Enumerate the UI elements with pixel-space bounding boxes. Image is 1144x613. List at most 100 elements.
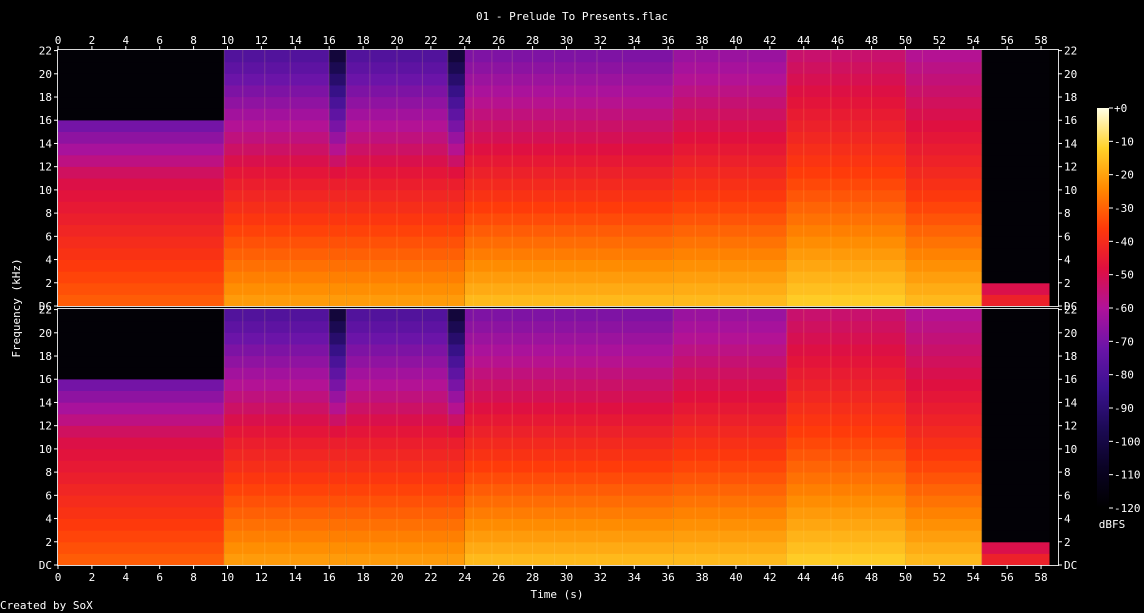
- spectrogram-cell: [673, 201, 787, 214]
- spectrogram-cell: [346, 553, 448, 566]
- spectrogram-cell: [464, 201, 674, 214]
- spectrogram-cell: [981, 332, 1050, 345]
- spectrogram-cell: [786, 483, 906, 496]
- spectrogram-cell: [786, 471, 906, 485]
- spectrogram-cell: [786, 166, 906, 179]
- y-tick-label: 8: [1064, 466, 1071, 479]
- spectrogram-cell: [981, 506, 1050, 519]
- y-tick-label: 8: [45, 466, 52, 479]
- spectrogram-cell: [464, 448, 674, 461]
- spectrogram-cell: [447, 390, 465, 403]
- x-tick-label: 16: [323, 34, 336, 47]
- spectrogram-cell: [464, 309, 674, 322]
- y-tick-label: 2: [45, 536, 52, 549]
- x-tick-label: 46: [831, 34, 844, 47]
- spectrogram-cell: [224, 119, 330, 132]
- spectrogram-cell: [905, 189, 982, 202]
- spectrogram-cell: [673, 294, 787, 307]
- spectrogram-cell: [58, 84, 225, 98]
- spectrogram-cell: [673, 413, 787, 426]
- spectrogram-cell: [224, 530, 330, 543]
- x-tick-label: 40: [729, 571, 742, 584]
- spectrogram-cell: [447, 332, 465, 345]
- y-tick-label: 22: [1064, 304, 1077, 317]
- spectrogram-cell: [224, 131, 330, 144]
- spectrogram-cell: [58, 541, 225, 554]
- spectrogram-cell: [981, 84, 1050, 98]
- y-tick-label: 16: [39, 373, 52, 386]
- spectrogram-cell: [905, 448, 982, 461]
- y-tick-label: 8: [45, 207, 52, 220]
- y-tick-label: 20: [39, 327, 52, 340]
- y-tick-label: 14: [1064, 137, 1078, 150]
- spectrogram-cell: [673, 73, 787, 86]
- spectrogram-cell: [905, 471, 982, 485]
- spectrogram-cell: [329, 483, 347, 496]
- spectrogram-cell: [224, 541, 330, 554]
- spectrogram-cell: [981, 212, 1050, 226]
- spectrogram-cell: [464, 61, 674, 74]
- spectrogram-cell: [224, 236, 330, 249]
- spectrogram-cell: [58, 309, 225, 322]
- x-tick-label: 46: [831, 571, 844, 584]
- spectrogram-cell: [346, 402, 448, 415]
- spectrogram-cell: [224, 61, 330, 74]
- y-tick-label: 22: [39, 304, 52, 317]
- x-tick-label: 26: [492, 571, 505, 584]
- spectrogram-cell: [905, 96, 982, 109]
- spectrogram-cell: [58, 413, 225, 426]
- spectrogram-cell: [464, 154, 674, 167]
- spectrogram-cell: [346, 84, 448, 98]
- spectrogram-cell: [447, 530, 465, 543]
- y-tick-label: 16: [1064, 114, 1077, 127]
- spectrogram-cell: [464, 73, 674, 86]
- chart-title: 01 - Prelude To Presents.flac: [476, 10, 668, 23]
- y-tick-label: 18: [1064, 350, 1077, 363]
- spectrogram-cell: [673, 236, 787, 249]
- spectrogram-cell: [329, 73, 347, 86]
- spectrogram-cell: [224, 282, 330, 295]
- spectrogram-cell: [786, 437, 906, 450]
- y-tick-label: 10: [39, 443, 52, 456]
- spectrogram-cell: [786, 282, 906, 295]
- y-tick-label: 4: [45, 254, 52, 267]
- y-tick-label: 12: [39, 161, 52, 174]
- spectrogram-cell: [329, 553, 347, 566]
- spectrogram-cell: [329, 506, 347, 519]
- spectrogram-cell: [981, 247, 1050, 260]
- spectrogram-cell: [673, 355, 787, 368]
- spectrogram-cell: [346, 236, 448, 249]
- spectrogram-cell: [224, 73, 330, 86]
- spectrogram-cell: [224, 343, 330, 357]
- x-tick-label: 20: [390, 571, 403, 584]
- colorbar-tick-label: -50: [1114, 269, 1134, 282]
- spectrogram-cell: [58, 108, 225, 121]
- spectrogram-cell: [447, 483, 465, 496]
- x-tick-label: 32: [594, 34, 607, 47]
- x-tick-label: 4: [122, 571, 129, 584]
- spectrogram-cell: [329, 131, 347, 144]
- spectrogram-cell: [673, 84, 787, 98]
- x-tick-label: 24: [458, 34, 472, 47]
- spectrogram-cell: [58, 201, 225, 214]
- spectrogram-cell: [981, 343, 1050, 357]
- spectrogram-cell: [447, 119, 465, 132]
- spectrogram-cell: [329, 309, 347, 322]
- x-tick-label: 50: [899, 571, 912, 584]
- colorbar-tick-label: -40: [1114, 235, 1134, 248]
- spectrogram-cell: [58, 495, 225, 508]
- spectrogram-cell: [673, 320, 787, 333]
- footer-credit: Created by SoX: [0, 599, 93, 612]
- spectrogram-cell: [464, 355, 674, 368]
- spectrogram-cell: [905, 259, 982, 272]
- spectrogram-cell: [346, 271, 448, 284]
- spectrogram-cell: [447, 96, 465, 109]
- spectrogram-cell: [346, 259, 448, 272]
- spectrogram-cell: [464, 367, 674, 380]
- spectrogram-cell: [224, 84, 330, 98]
- spectrogram-cell: [905, 413, 982, 426]
- spectrogram-cell: [224, 553, 330, 566]
- spectrogram-cell: [905, 201, 982, 214]
- x-tick-label: 52: [933, 571, 946, 584]
- x-tick-label: 40: [729, 34, 742, 47]
